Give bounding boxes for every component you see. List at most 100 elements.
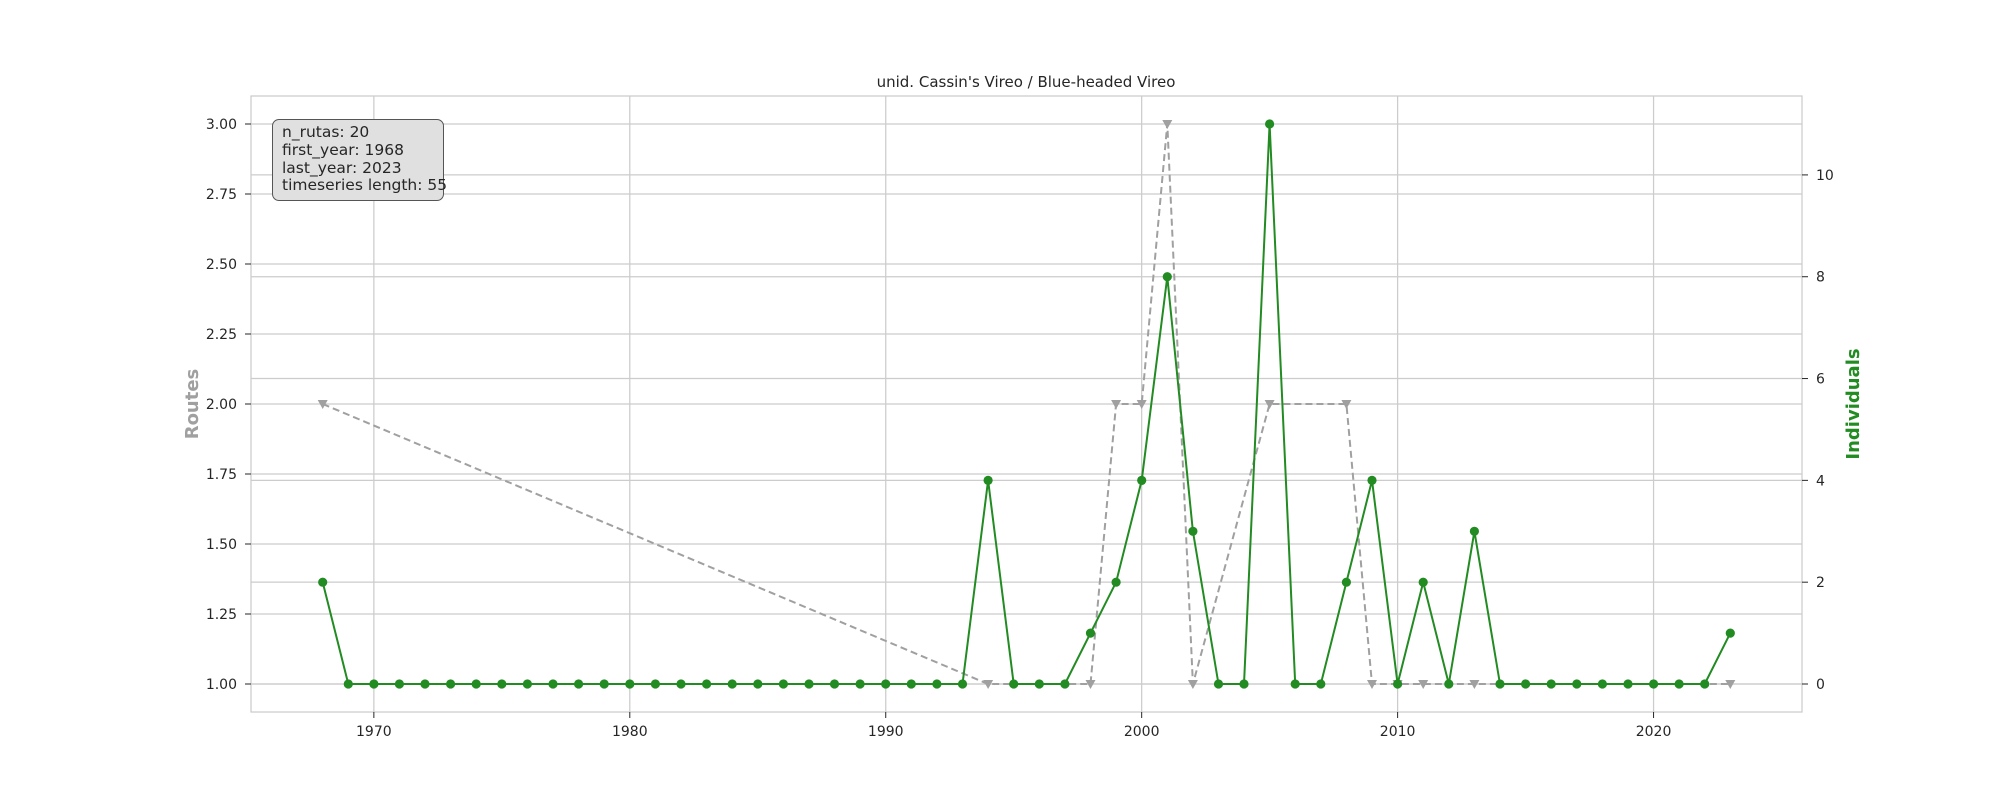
individuals-point <box>1623 679 1633 689</box>
individuals-point <box>1213 679 1224 689</box>
individuals-point <box>446 679 456 689</box>
individuals-point <box>1265 119 1275 129</box>
individuals-point <box>1162 272 1172 282</box>
individuals-point <box>1341 577 1351 587</box>
chart-title: unid. Cassin's Vireo / Blue-headed Vireo <box>877 73 1176 91</box>
individuals-point <box>804 679 814 689</box>
info-line-last-year: last_year: 2023 <box>282 158 402 177</box>
individuals-point <box>318 577 328 587</box>
stats-info-box: n_rutas: 20 first_year: 1968 last_year: … <box>272 119 448 201</box>
individuals-point <box>1572 679 1582 689</box>
routes-point <box>1085 680 1096 689</box>
x-tick-labels: 1970 1980 1990 2000 2010 2020 <box>356 712 1671 740</box>
individuals-point <box>625 679 635 689</box>
individuals-point <box>829 679 840 689</box>
routes-point <box>1187 680 1198 689</box>
individuals-point <box>1444 679 1454 689</box>
individuals-point <box>932 679 942 689</box>
individuals-point <box>420 679 430 689</box>
info-line-n-rutas: n_rutas: 20 <box>282 123 370 141</box>
individuals-point <box>1393 679 1403 689</box>
individuals-point <box>574 679 584 689</box>
individuals-point <box>1188 526 1198 536</box>
routes-point <box>983 680 994 689</box>
individuals-point <box>1649 679 1659 689</box>
routes-point <box>1725 680 1736 689</box>
right-tick-labels: 0 2 4 6 8 10 <box>1802 168 1834 693</box>
x-tick-label: 2010 <box>1380 724 1416 740</box>
individuals-point <box>1546 679 1556 689</box>
individuals-point <box>778 679 789 689</box>
routes-point <box>1367 680 1377 689</box>
right-tick-label: 6 <box>1816 372 1825 388</box>
routes-line <box>322 123 1731 685</box>
individuals-point <box>522 679 533 689</box>
right-tick-label: 10 <box>1816 168 1834 184</box>
individuals-point <box>881 679 891 689</box>
individuals-point <box>1316 679 1326 689</box>
left-tick-labels: 1.00 1.25 1.50 1.75 2.00 2.25 2.50 2.75 3.00 <box>206 117 251 693</box>
individuals-point <box>1469 526 1479 536</box>
individuals-point <box>1137 475 1147 485</box>
individuals-point <box>1060 679 1070 689</box>
right-tick-label: 0 <box>1816 677 1825 693</box>
individuals-point <box>497 679 507 689</box>
individuals-point <box>1418 577 1428 587</box>
x-tick-label: 1990 <box>868 724 904 740</box>
individuals-point <box>471 679 481 689</box>
individuals-point <box>1597 679 1607 689</box>
routes-point <box>1264 400 1275 409</box>
x-tick-label: 1970 <box>356 724 392 740</box>
info-line-timeseries-length: timeseries length: 55 <box>282 176 448 195</box>
x-tick-label: 1980 <box>612 724 648 740</box>
individuals-point <box>1674 679 1684 689</box>
left-tick-label: 2.75 <box>206 187 237 203</box>
individuals-point <box>1290 679 1300 689</box>
x-tick-label: 2000 <box>1124 724 1160 740</box>
individuals-series <box>318 119 1735 689</box>
individuals-point <box>855 679 865 689</box>
left-tick-label: 2.25 <box>206 327 237 343</box>
individuals-point <box>343 679 353 689</box>
routes-point <box>1111 400 1122 409</box>
individuals-point <box>548 679 558 689</box>
individuals-point <box>957 679 968 689</box>
individuals-point <box>1495 679 1505 689</box>
routes-point <box>1136 400 1147 409</box>
individuals-point <box>1725 628 1735 638</box>
individuals-point <box>906 679 916 689</box>
y-axis-label-right: Individuals <box>1843 348 1864 459</box>
individuals-point <box>983 475 993 485</box>
individuals-point <box>702 679 712 689</box>
individuals-point <box>650 679 661 689</box>
routes-point <box>1469 680 1480 689</box>
right-tick-label: 8 <box>1816 270 1825 286</box>
left-tick-label: 2.00 <box>206 397 237 413</box>
routes-point <box>317 400 328 409</box>
routes-series <box>317 120 1736 689</box>
individuals-point <box>599 679 609 689</box>
individuals-point <box>1521 679 1531 689</box>
routes-point <box>1418 680 1429 689</box>
individuals-point <box>1034 679 1044 689</box>
individuals-point <box>1367 475 1377 485</box>
left-tick-label: 1.75 <box>206 467 237 483</box>
left-tick-label: 3.00 <box>206 117 237 133</box>
individuals-point <box>1700 679 1710 689</box>
left-tick-label: 1.00 <box>206 677 237 693</box>
right-tick-label: 4 <box>1816 473 1825 489</box>
routes-point <box>1162 120 1173 129</box>
right-tick-label: 2 <box>1816 575 1825 591</box>
individuals-point <box>727 679 737 689</box>
individuals-point <box>1085 628 1096 638</box>
left-tick-label: 1.50 <box>206 537 237 553</box>
left-tick-label: 2.50 <box>206 257 237 273</box>
left-tick-label: 1.25 <box>206 607 237 623</box>
y-axis-label-left: Routes <box>182 369 203 440</box>
x-tick-label: 2020 <box>1636 724 1672 740</box>
individuals-point <box>394 679 404 689</box>
individuals-point <box>1009 679 1019 689</box>
individuals-point <box>1239 679 1249 689</box>
routes-point <box>1341 400 1352 409</box>
